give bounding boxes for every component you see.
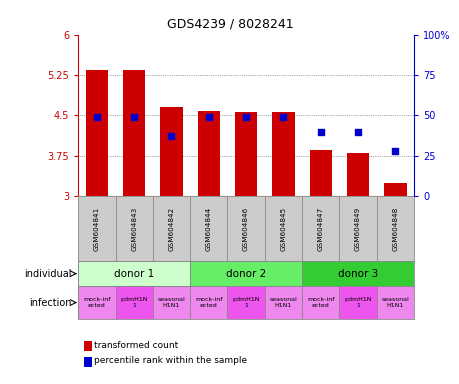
Bar [339,286,376,319]
Text: pdmH1N
1: pdmH1N 1 [343,297,371,308]
Bar [115,286,152,319]
Bar [302,286,339,319]
Text: donor 2: donor 2 [225,269,266,279]
Text: seasonal
H1N1: seasonal H1N1 [269,297,297,308]
Text: GSM604845: GSM604845 [280,207,286,251]
Bar [78,261,190,286]
Text: transformed count: transformed count [94,341,178,350]
Text: GSM604848: GSM604848 [392,207,397,251]
Bar [190,261,302,286]
Text: pdmH1N
1: pdmH1N 1 [120,297,148,308]
Bar [264,286,302,319]
Text: GSM604843: GSM604843 [131,207,137,251]
Text: GSM604842: GSM604842 [168,207,174,251]
Text: GSM604841: GSM604841 [94,207,100,251]
Bar [85,70,108,196]
Text: GSM604846: GSM604846 [242,207,249,251]
Text: GDS4239 / 8028241: GDS4239 / 8028241 [166,17,293,30]
Text: individual: individual [24,269,71,279]
Bar [152,286,190,319]
Point [168,133,175,139]
Text: GSM604844: GSM604844 [205,207,211,251]
Point [242,114,249,120]
Text: pdmH1N
1: pdmH1N 1 [232,297,259,308]
Point [205,114,212,120]
Text: percentile rank within the sample: percentile rank within the sample [94,356,247,366]
Bar [123,70,145,196]
Bar [309,151,331,196]
Point [391,148,398,154]
Bar [346,153,369,196]
Bar [197,111,219,196]
Text: donor 3: donor 3 [337,269,377,279]
Bar [160,108,182,196]
Text: seasonal
H1N1: seasonal H1N1 [381,297,409,308]
Point [130,114,138,120]
Point [279,114,286,120]
Bar [235,112,257,196]
Text: seasonal
H1N1: seasonal H1N1 [157,297,185,308]
Text: GSM604847: GSM604847 [317,207,323,251]
Bar [302,261,413,286]
Text: infection: infection [29,298,71,308]
Point [316,129,324,135]
Text: GSM604849: GSM604849 [354,207,360,251]
Text: mock-inf
ected: mock-inf ected [83,297,110,308]
Bar [190,286,227,319]
Bar [227,286,264,319]
Bar [272,112,294,196]
Point [93,114,101,120]
Bar [376,286,413,319]
Bar [78,286,115,319]
Text: mock-inf
ected: mock-inf ected [195,297,222,308]
Text: mock-inf
ected: mock-inf ected [306,297,334,308]
Point [353,129,361,135]
Text: donor 1: donor 1 [114,269,154,279]
Bar [383,183,406,196]
